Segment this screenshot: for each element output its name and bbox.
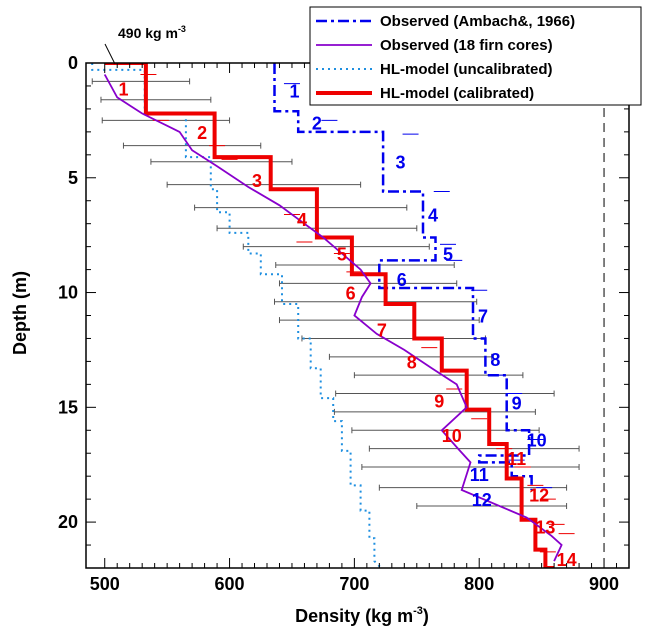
y-tick-label: 20	[58, 512, 78, 532]
annotation-leader	[104, 43, 116, 65]
red-layer-label: 4	[297, 210, 307, 230]
x-tick-label: 600	[215, 574, 245, 594]
series-line-1	[103, 74, 563, 562]
x-axis-title: Density (kg m-3)	[295, 605, 429, 626]
blue-layer-label: 3	[396, 153, 406, 173]
red-layer-label: 11	[507, 449, 526, 469]
red-layer-label: 13	[535, 518, 555, 538]
blue-layer-label: 1	[289, 82, 299, 102]
series-line-2	[91, 63, 383, 568]
red-layer-label: 14	[557, 550, 577, 570]
red-layer-label: 1	[118, 79, 128, 99]
x-axis: 500 600 700 800 900	[90, 63, 619, 594]
series-line-0	[273, 63, 533, 490]
red-layer-label: 8	[407, 352, 417, 372]
x-tick-label: 900	[589, 574, 619, 594]
annotation-490: 490 kg m-3	[104, 24, 186, 65]
red-layer-label: 2	[197, 123, 207, 143]
plot-content	[91, 63, 605, 568]
legend-label-2: HL-model (uncalibrated)	[380, 61, 553, 78]
blue-layer-label: 12	[472, 490, 492, 510]
y-tick-label: 10	[58, 283, 78, 303]
x-tick-label: 700	[339, 574, 369, 594]
blue-layer-label: 6	[397, 270, 407, 290]
red-layer-label: 10	[442, 426, 462, 446]
legend-label-1: Observed (18 firn cores)	[380, 37, 553, 54]
red-layer-label: 5	[337, 245, 347, 265]
legend-box	[309, 6, 642, 106]
red-layer-label: 7	[377, 320, 387, 340]
series-line-3	[104, 63, 555, 568]
y-tick-label: 0	[68, 53, 78, 73]
blue-layer-label: 9	[512, 394, 522, 414]
y-tick-label: 5	[68, 168, 78, 188]
red-layer-label: 12	[529, 486, 549, 506]
blue-layer-label: 4	[428, 206, 438, 226]
red-layer-label: 3	[252, 171, 262, 191]
x-tick-label: 800	[464, 574, 494, 594]
legend-label-0: Observed (Ambach&, 1966)	[380, 13, 575, 30]
blue-layer-label: 5	[443, 245, 453, 265]
annotation-text: 490 kg m-3	[118, 24, 186, 41]
legend: Observed (Ambach&, 1966) Observed (18 fir…	[309, 6, 642, 106]
blue-layer-label: 8	[490, 350, 500, 370]
red-layer-label: 6	[346, 284, 356, 304]
y-axis-title: Depth (m)	[10, 271, 30, 355]
red-layer-label: 9	[434, 391, 444, 411]
blue-layer-label: 10	[527, 430, 547, 450]
y-tick-label: 15	[58, 397, 78, 417]
blue-layer-label: 2	[312, 114, 322, 134]
blue-layer-label: 11	[470, 465, 489, 485]
x-tick-label: 500	[90, 574, 120, 594]
legend-label-3: HL-model (calibrated)	[380, 85, 534, 102]
blue-layer-label: 7	[478, 307, 488, 327]
